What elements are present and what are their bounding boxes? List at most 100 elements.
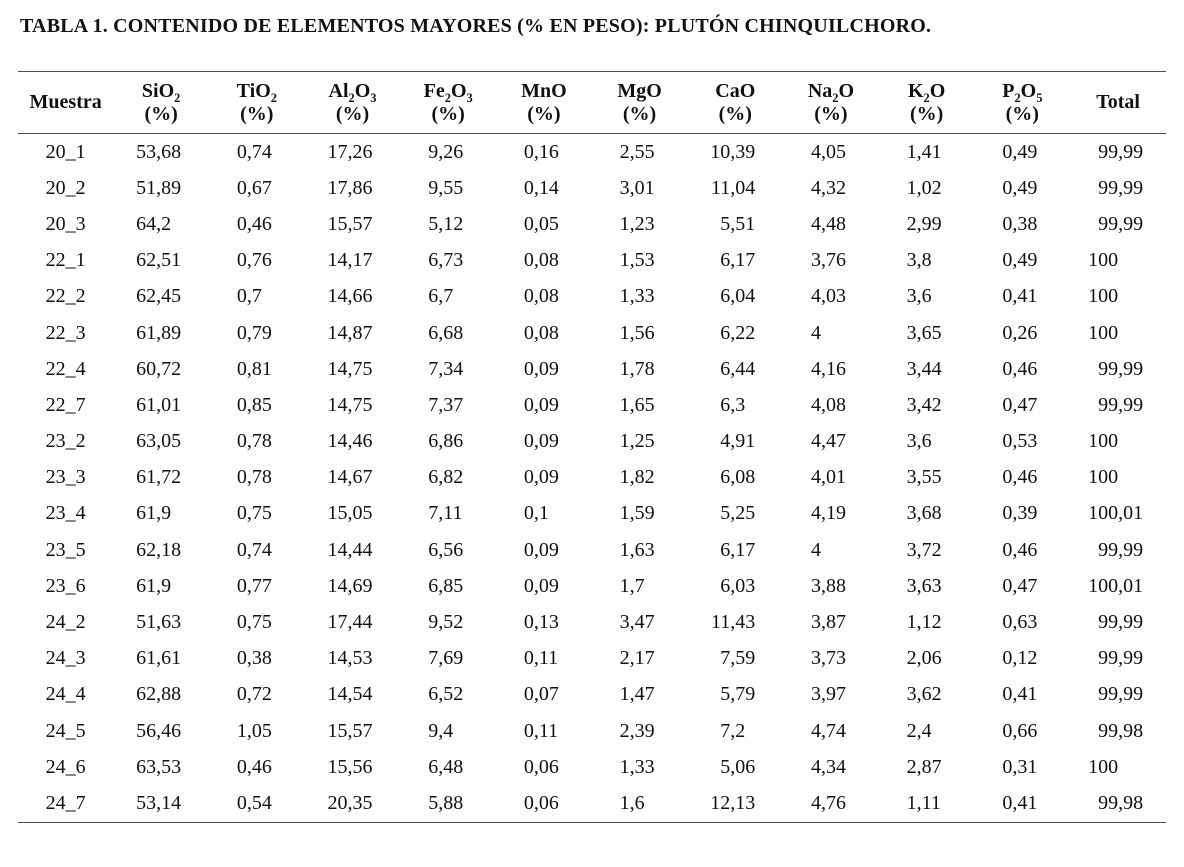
table-row-24_7: 24_7 53,14 0,54 20,35 5,88 0,06 1,6 12,13 4,76 1,…	[18, 785, 1166, 822]
value-fe2o3: 6,52	[428, 683, 464, 706]
value-fe2o3: 6,68	[428, 321, 464, 344]
value-sio2: 62,45	[136, 285, 182, 308]
value-fe2o3: 7,34	[428, 357, 464, 380]
value-na2o: 3,88	[810, 574, 846, 597]
value-sio2: 64,2	[136, 212, 172, 235]
value-p2o5: 0,49	[1002, 176, 1038, 199]
column-unit: (%)	[527, 102, 561, 125]
column-header-na2o: Na2O (%)	[783, 72, 879, 134]
column-label: K2O	[907, 79, 946, 105]
value-al2o3: 17,26	[327, 140, 373, 163]
value-k2o: 3,63	[906, 574, 942, 597]
value-total: 99,99	[1098, 393, 1144, 416]
value-sio2: 53,14	[136, 791, 182, 814]
value-fe2o3: 9,26	[428, 140, 464, 163]
value-total: 99,98	[1098, 719, 1144, 742]
value-total: 99,99	[1098, 212, 1144, 235]
value-p2o5: 0,12	[1002, 647, 1038, 670]
value-fe2o3: 7,69	[428, 647, 464, 670]
value-mno: 0,16	[523, 140, 559, 163]
major-elements-table: Muestra SiO2 (%) TiO2 (%) Al2O3 (%) Fe2O3 (%) MnO…	[18, 71, 1166, 823]
sample-id: 24_5	[45, 719, 86, 742]
value-p2o5: 0,38	[1002, 212, 1038, 235]
value-mno: 0,09	[523, 466, 559, 489]
value-mgo: 1,7	[619, 574, 645, 597]
column-label: Na2O	[807, 79, 855, 105]
value-fe2o3: 9,55	[428, 176, 464, 199]
value-mno: 0,05	[523, 212, 559, 235]
value-na2o: 4,03	[810, 285, 846, 308]
value-na2o: 4,32	[810, 176, 846, 199]
value-k2o: 3,68	[906, 502, 942, 525]
value-sio2: 62,18	[136, 538, 182, 561]
value-tio2: 0,54	[236, 791, 272, 814]
value-k2o: 3,62	[906, 683, 942, 706]
column-unit: (%)	[622, 102, 657, 125]
value-k2o: 3,55	[906, 466, 942, 489]
value-total: 99,99	[1098, 538, 1144, 561]
value-k2o: 1,12	[906, 611, 942, 634]
value-tio2: 0,67	[236, 176, 272, 199]
value-total: 99,99	[1098, 140, 1144, 163]
column-header-sio2: SiO2 (%)	[113, 72, 209, 134]
value-mno: 0,08	[523, 321, 559, 344]
value-cao: 12,13	[710, 791, 756, 814]
value-k2o: 2,06	[906, 647, 942, 670]
value-cao: 10,39	[710, 140, 756, 163]
value-k2o: 3,6	[906, 285, 932, 308]
value-cao: 6,17	[720, 538, 756, 561]
value-al2o3: 15,05	[327, 502, 373, 525]
value-mgo: 1,63	[619, 538, 655, 561]
value-total: 99,99	[1098, 647, 1144, 670]
column-header-k2o: K2O (%)	[879, 72, 975, 134]
value-total: 100	[1088, 321, 1119, 344]
value-cao: 5,06	[720, 755, 756, 778]
value-total: 99,98	[1098, 791, 1144, 814]
column-label: SiO2	[141, 79, 181, 105]
value-mgo: 2,39	[619, 719, 655, 742]
value-sio2: 63,53	[136, 755, 182, 778]
value-fe2o3: 7,11	[428, 502, 463, 525]
sample-id: 22_4	[45, 357, 86, 380]
value-mgo: 1,33	[619, 755, 655, 778]
table-row-23_6: 23_6 61,9 0,77 14,69 6,85 0,09 1,7 6,03 3,88 3,63…	[18, 568, 1166, 604]
value-sio2: 51,63	[136, 611, 182, 634]
value-k2o: 1,02	[906, 176, 942, 199]
value-al2o3: 14,46	[327, 430, 373, 453]
column-header-mno: MnO (%)	[496, 72, 592, 134]
value-k2o: 2,87	[906, 755, 942, 778]
value-cao: 11,43	[710, 611, 756, 634]
value-mno: 0,1	[523, 502, 549, 525]
value-fe2o3: 6,73	[428, 249, 464, 272]
value-na2o: 4,05	[810, 140, 846, 163]
value-na2o: 4,34	[810, 755, 846, 778]
value-mgo: 2,55	[619, 140, 655, 163]
sample-id: 20_3	[45, 212, 86, 235]
table-wrap: Muestra SiO2 (%) TiO2 (%) Al2O3 (%) Fe2O3 (%) MnO…	[18, 71, 1166, 823]
value-sio2: 56,46	[136, 719, 182, 742]
table-title: TABLA 1. CONTENIDO DE ELEMENTOS MAYORES …	[20, 15, 932, 37]
value-tio2: 0,7	[236, 285, 262, 308]
value-cao: 6,04	[720, 285, 756, 308]
value-tio2: 0,46	[236, 755, 272, 778]
value-sio2: 53,68	[136, 140, 182, 163]
value-fe2o3: 6,7	[428, 285, 454, 308]
value-k2o: 3,72	[906, 538, 942, 561]
value-fe2o3: 6,85	[428, 574, 464, 597]
table-row-20_3: 20_3 64,2 0,46 15,57 5,12 0,05 1,23 5,51 4,48 2,9…	[18, 206, 1166, 242]
table-row-24_2: 24_2 51,63 0,75 17,44 9,52 0,13 3,47 11,43 3,87 1…	[18, 604, 1166, 640]
value-na2o: 4,16	[810, 357, 846, 380]
value-total: 99,99	[1098, 357, 1144, 380]
value-total: 100	[1088, 249, 1119, 272]
value-mgo: 1,82	[619, 466, 655, 489]
value-cao: 6,17	[720, 249, 756, 272]
column-header-p2o5: P2O5 (%)	[974, 72, 1070, 134]
value-mno: 0,09	[523, 574, 559, 597]
value-al2o3: 14,67	[327, 466, 373, 489]
value-mno: 0,08	[523, 285, 559, 308]
value-p2o5: 0,49	[1002, 140, 1038, 163]
value-cao: 6,3	[720, 393, 746, 416]
table-row-20_2: 20_2 51,89 0,67 17,86 9,55 0,14 3,01 11,04 4,32 1…	[18, 170, 1166, 206]
value-na2o: 3,73	[810, 647, 846, 670]
value-mno: 0,08	[523, 249, 559, 272]
